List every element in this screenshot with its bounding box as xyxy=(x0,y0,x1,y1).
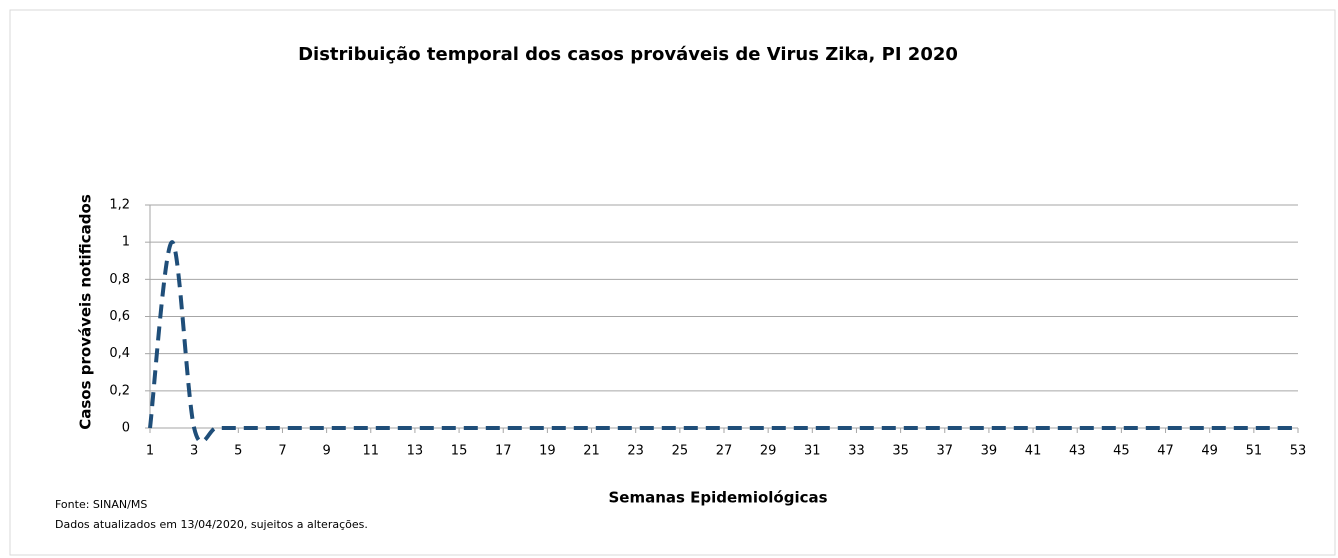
x-tick-label: 3 xyxy=(190,444,198,459)
y-axis-label: Casos prováveis notificados xyxy=(77,194,95,430)
x-tick-label: 5 xyxy=(234,444,242,459)
x-axis-label: Semanas Epidemiológicas xyxy=(608,489,827,507)
y-tick-label: 0,4 xyxy=(109,346,130,361)
x-tick-label: 25 xyxy=(672,444,689,459)
x-tick-label: 1 xyxy=(146,444,154,459)
x-tick-label: 47 xyxy=(1157,444,1174,459)
x-tick-label: 9 xyxy=(322,444,330,459)
x-tick-label: 7 xyxy=(278,444,286,459)
y-tick-label: 1,2 xyxy=(109,198,130,213)
x-tick-label: 11 xyxy=(362,444,379,459)
x-tick-label: 13 xyxy=(407,444,424,459)
x-tick-label: 31 xyxy=(804,444,821,459)
x-tick-label: 15 xyxy=(451,444,468,459)
x-tick-label: 45 xyxy=(1113,444,1130,459)
x-tick-label: 27 xyxy=(716,444,733,459)
y-tick-label: 0,6 xyxy=(109,309,130,324)
x-tick-label: 33 xyxy=(848,444,865,459)
y-tick-label: 0,8 xyxy=(109,272,130,287)
x-tick-label: 19 xyxy=(539,444,556,459)
x-tick-label: 49 xyxy=(1201,444,1218,459)
update-note: Dados atualizados em 13/04/2020, sujeito… xyxy=(55,518,368,531)
x-tick-label: 39 xyxy=(981,444,998,459)
x-tick-label: 23 xyxy=(627,444,644,459)
chart-title: Distribuição temporal dos casos provávei… xyxy=(298,44,958,65)
x-tick-label: 43 xyxy=(1069,444,1086,459)
y-tick-label: 0 xyxy=(122,421,130,436)
x-tick-label: 41 xyxy=(1025,444,1042,459)
y-tick-label: 0,2 xyxy=(109,383,130,398)
x-tick-label: 51 xyxy=(1246,444,1263,459)
x-tick-label: 21 xyxy=(583,444,600,459)
x-tick-label: 17 xyxy=(495,444,512,459)
x-tick-label: 29 xyxy=(760,444,777,459)
chart-frame xyxy=(9,9,1336,556)
series-line xyxy=(148,240,1298,444)
x-tick-label: 37 xyxy=(936,444,953,459)
x-tick-label: 53 xyxy=(1290,444,1307,459)
x-tick-label: 35 xyxy=(892,444,909,459)
source-note: Fonte: SINAN/MS xyxy=(55,498,147,511)
y-tick-label: 1 xyxy=(122,235,130,250)
